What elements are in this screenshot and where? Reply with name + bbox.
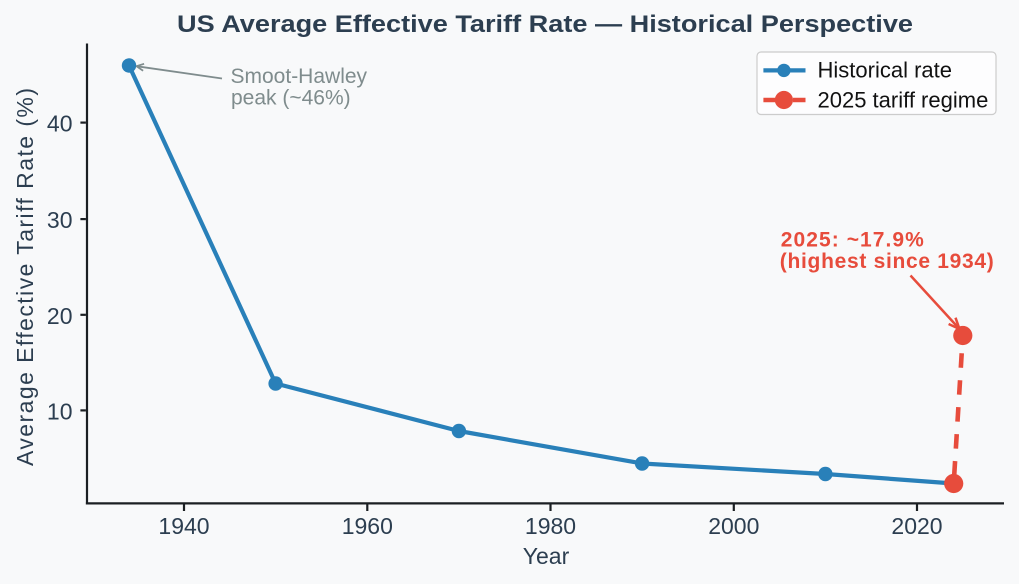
svg-text:30: 30 <box>47 207 73 233</box>
svg-text:Average Effective Tariff Rate: Average Effective Tariff Rate (%) <box>12 88 38 466</box>
svg-text:Smoot-Hawley: Smoot-Hawley <box>231 65 368 88</box>
svg-text:1960: 1960 <box>342 513 393 539</box>
svg-text:2000: 2000 <box>708 513 759 539</box>
svg-text:(highest since 1934): (highest since 1934) <box>780 250 994 273</box>
svg-text:2025 tariff regime: 2025 tariff regime <box>818 87 989 112</box>
svg-text:20: 20 <box>47 303 73 329</box>
svg-text:40: 40 <box>47 111 73 137</box>
svg-text:1940: 1940 <box>158 513 209 539</box>
svg-text:peak (~46%): peak (~46%) <box>231 87 351 110</box>
svg-text:Year: Year <box>523 543 570 569</box>
svg-text:Historical rate: Historical rate <box>818 58 952 83</box>
svg-text:2020: 2020 <box>891 513 942 539</box>
svg-text:2025: ~17.9%: 2025: ~17.9% <box>781 229 924 252</box>
svg-text:10: 10 <box>47 399 73 425</box>
svg-text:US Average Effective Tariff Ra: US Average Effective Tariff Rate — Histo… <box>177 11 913 38</box>
svg-text:1980: 1980 <box>525 513 576 539</box>
